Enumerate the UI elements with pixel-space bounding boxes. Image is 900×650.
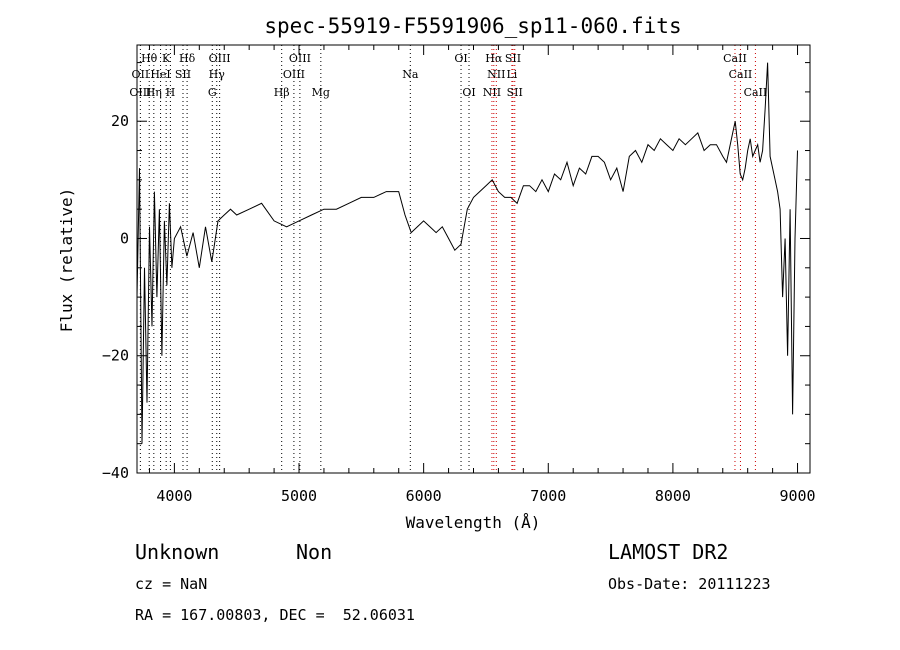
spectral-line-label: Na [402, 68, 419, 81]
spectral-line-label: OIII [283, 68, 305, 81]
spectral-line-markers [139, 45, 756, 473]
x-tick-label: 8000 [655, 487, 691, 505]
y-tick-label: 20 [111, 112, 129, 130]
spectral-line-label: SII [507, 86, 523, 99]
coordinates: RA = 167.00803, DEC = 52.06031 [135, 606, 415, 624]
spectral-line-label: SII [505, 52, 521, 65]
redshift-cz: cz = NaN [135, 575, 208, 593]
spectral-line-label: OII [132, 68, 150, 81]
spectral-line-label: HeI [150, 68, 170, 81]
plot-frame [136, 44, 811, 474]
spectral-line-label: NII [487, 68, 505, 81]
x-tick-label: 4000 [156, 487, 192, 505]
spectral-line-label: Mg [312, 86, 330, 99]
axis-ticks: 4000 5000 6000 7000 8000 9000 −40 −20 0 20 [102, 45, 816, 505]
spectral-line-label: Hθ [141, 52, 158, 65]
spectral-line-label: OI [462, 86, 475, 99]
spectral-line-label: K [162, 52, 171, 65]
obs-date: Obs-Date: 20111223 [608, 575, 771, 593]
y-tick-label: −20 [102, 347, 129, 365]
chart-title: spec-55919-F5591906_sp11-060.fits [264, 14, 681, 38]
x-tick-label: 5000 [281, 487, 317, 505]
spectral-line-label: NII [483, 86, 501, 99]
spectral-line-label: Hη [146, 86, 162, 99]
spectral-line-label: H [166, 86, 176, 99]
x-tick-label: 9000 [779, 487, 815, 505]
spectral-line-label: Hγ [209, 68, 226, 81]
x-tick-label: 6000 [406, 487, 442, 505]
spectral-line-label: SII [175, 68, 191, 81]
spectral-line-label: CaII [723, 52, 747, 65]
spectrum-series-line [136, 62, 798, 444]
spectral-line-label: OI [454, 52, 467, 65]
spectral-line-label: Hα [485, 52, 503, 65]
object-subclass: Non [296, 540, 333, 564]
survey-name: LAMOST DR2 [608, 540, 729, 564]
spectral-line-label: OIII [129, 86, 151, 99]
spectral-line-label: G [208, 86, 217, 99]
y-tick-label: 0 [120, 229, 129, 247]
spectral-line-label: Li [506, 68, 517, 81]
spectral-line-label: Hδ [179, 52, 196, 65]
y-tick-label: −40 [102, 464, 129, 482]
object-class: Unknown [135, 540, 220, 564]
y-axis-label: Flux (relative) [57, 188, 76, 333]
spectral-line-label: OIII [209, 52, 231, 65]
spectral-line-label: OIII [289, 52, 311, 65]
spectral-line-label: CaII [729, 68, 753, 81]
spectral-line-label: Hβ [274, 86, 290, 99]
x-tick-label: 7000 [530, 487, 566, 505]
x-axis-label: Wavelength (Å) [406, 513, 541, 532]
spectral-line-label: CaII [744, 86, 768, 99]
